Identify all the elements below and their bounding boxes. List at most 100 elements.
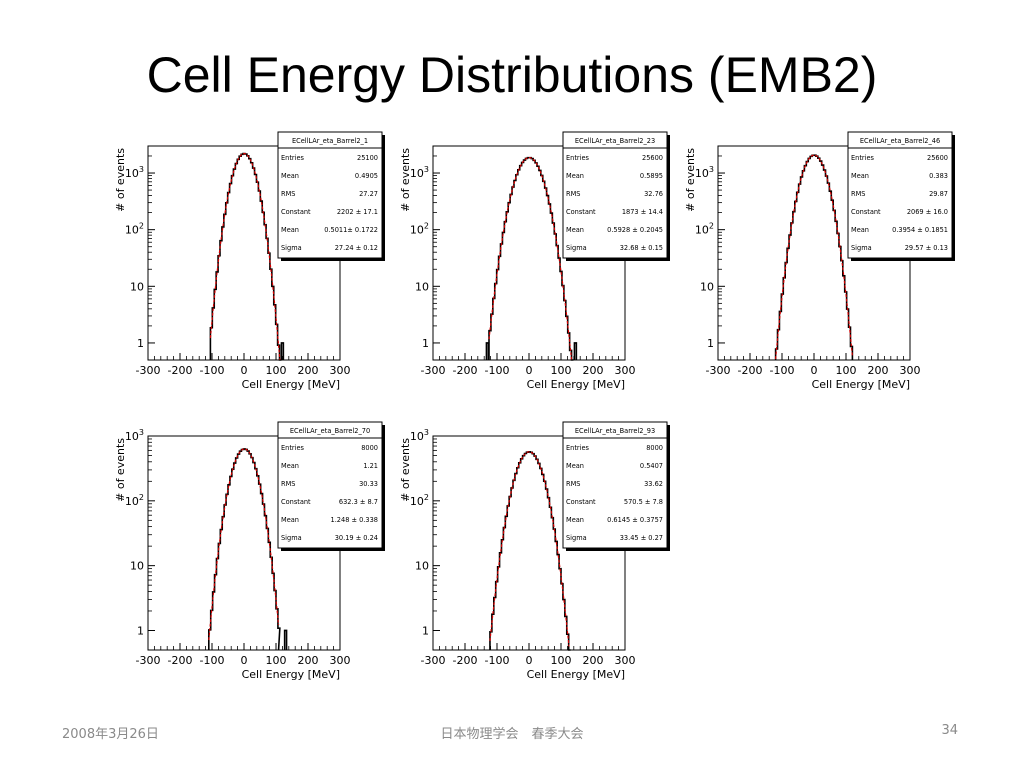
stats-label: RMS	[566, 480, 580, 488]
stats-value: 0.5407	[640, 462, 663, 470]
y-tick-label: 10	[415, 280, 429, 293]
stats-value: 25100	[357, 154, 378, 162]
histogram-outlier-bin	[283, 629, 288, 650]
x-tick-label: 0	[526, 654, 533, 667]
x-tick-label: -300	[136, 654, 161, 667]
stats-box	[277, 131, 383, 259]
stats-box	[562, 131, 668, 259]
gaussian-fit-curve	[209, 153, 281, 360]
stats-value: 1.248 ± 0.338	[331, 516, 378, 524]
y-tick-label: 1	[422, 624, 429, 637]
y-tick-label: 10	[415, 560, 429, 573]
x-tick-label: -200	[168, 654, 193, 667]
stats-label: Mean	[281, 226, 299, 234]
stats-label: Sigma	[851, 244, 872, 252]
x-tick-label: 0	[811, 364, 818, 377]
stats-value: 33.62	[644, 480, 663, 488]
y-tick-label: 10	[130, 560, 144, 573]
stats-title: ECellLAr_eta_Barrel2_46	[860, 137, 940, 145]
histogram-panel-barrel2-1: 1 10 102 103 -300 -200 -100 0 100 200 300 Cell Ener…	[110, 128, 385, 398]
stats-box	[847, 131, 953, 259]
stats-value: 0.383	[929, 172, 948, 180]
stats-value: 8000	[646, 444, 663, 452]
stats-label: Mean	[566, 516, 584, 524]
stats-title: ECellLAr_eta_Barrel2_93	[575, 427, 655, 435]
stats-value: 25600	[642, 154, 663, 162]
x-tick-label: 0	[241, 364, 248, 377]
stats-label: Constant	[281, 498, 311, 506]
x-axis-label: Cell Energy [MeV]	[242, 378, 340, 391]
x-axis-label: Cell Energy [MeV]	[812, 378, 910, 391]
stats-value: 27.24 ± 0.12	[335, 244, 378, 252]
stats-label: Entries	[281, 154, 305, 162]
x-tick-label: -100	[770, 364, 795, 377]
histogram-series	[489, 451, 571, 651]
x-axis-label: Cell Energy [MeV]	[242, 668, 340, 681]
x-tick-label: 300	[900, 364, 921, 377]
slide-title: Cell Energy Distributions (EMB2)	[146, 47, 878, 103]
y-axis-label: # of events	[114, 148, 127, 212]
stats-value: 0.4905	[355, 172, 378, 180]
y-tick-label: 103	[125, 165, 144, 180]
stats-label: Entries	[566, 444, 590, 452]
y-tick-label: 1	[137, 624, 144, 637]
stats-value: 29.57 ± 0.13	[905, 244, 948, 252]
x-tick-label: 300	[330, 654, 351, 667]
stats-label: Constant	[281, 208, 311, 216]
histogram-outlier-bin	[485, 342, 490, 360]
x-tick-label: -100	[485, 654, 510, 667]
stats-label: RMS	[566, 190, 580, 198]
x-tick-label: 100	[266, 364, 287, 377]
y-tick-label: 103	[410, 428, 429, 443]
stats-title: ECellLAr_eta_Barrel2_23	[575, 137, 655, 145]
stats-label: Mean	[281, 172, 299, 180]
x-tick-label: -200	[168, 364, 193, 377]
stats-value: 30.33	[359, 480, 378, 488]
gaussian-fit-curve	[775, 154, 853, 360]
x-tick-label: 200	[868, 364, 889, 377]
x-tick-label: 300	[615, 364, 636, 377]
x-tick-label: 300	[330, 364, 351, 377]
y-tick-label: 102	[125, 222, 144, 237]
y-tick-label: 1	[422, 337, 429, 350]
stats-value: 1873 ± 14.4	[622, 208, 663, 216]
footer-date: 2008年3月26日	[62, 727, 159, 742]
x-axis-label: Cell Energy [MeV]	[527, 378, 625, 391]
stats-label: Constant	[566, 208, 596, 216]
stats-label: Mean	[851, 172, 869, 180]
x-tick-label: 100	[836, 364, 857, 377]
stats-title: ECellLAr_eta_Barrel2_70	[290, 427, 370, 435]
y-tick-label: 103	[125, 428, 144, 443]
x-tick-label: -200	[453, 654, 478, 667]
stats-value: 33.45 ± 0.27	[620, 534, 663, 542]
stats-label: Sigma	[566, 244, 587, 252]
stats-title: ECellLAr_eta_Barrel2_1	[292, 137, 368, 145]
histogram-outlier-bin	[280, 342, 285, 360]
gaussian-fit-curve	[488, 156, 573, 360]
x-tick-label: -300	[136, 364, 161, 377]
stats-label: RMS	[281, 480, 295, 488]
stats-label: Mean	[281, 462, 299, 470]
x-tick-label: -300	[421, 364, 446, 377]
y-tick-label: 102	[125, 493, 144, 508]
histogram-panel-barrel2-46: 1 10 102 103 -300 -200 -100 0 100 200 300 Cell Ener…	[680, 128, 955, 398]
gaussian-fit-curve	[208, 448, 280, 641]
x-axis-label: Cell Energy [MeV]	[527, 668, 625, 681]
stats-value: 570.5 ± 7.8	[624, 498, 663, 506]
x-tick-label: 200	[583, 364, 604, 377]
histogram-panel-barrel2-23: 1 10 102 103 -300 -200 -100 0 100 200 300 Cell Ener…	[395, 128, 670, 398]
histogram-panel-barrel2-70: 1 10 102 103 -300 -200 -100 0 100 200 300 Cell Ener…	[110, 418, 385, 688]
stats-value: 2069 ± 16.0	[907, 208, 948, 216]
y-tick-label: 102	[410, 493, 429, 508]
stats-value: 0.3954 ± 0.1851	[892, 226, 948, 234]
stats-label: Mean	[566, 226, 584, 234]
stats-label: RMS	[851, 190, 865, 198]
x-tick-label: -100	[200, 364, 225, 377]
x-tick-label: 0	[526, 364, 533, 377]
page-number: 34	[941, 723, 958, 738]
stats-value: 32.76	[644, 190, 663, 198]
